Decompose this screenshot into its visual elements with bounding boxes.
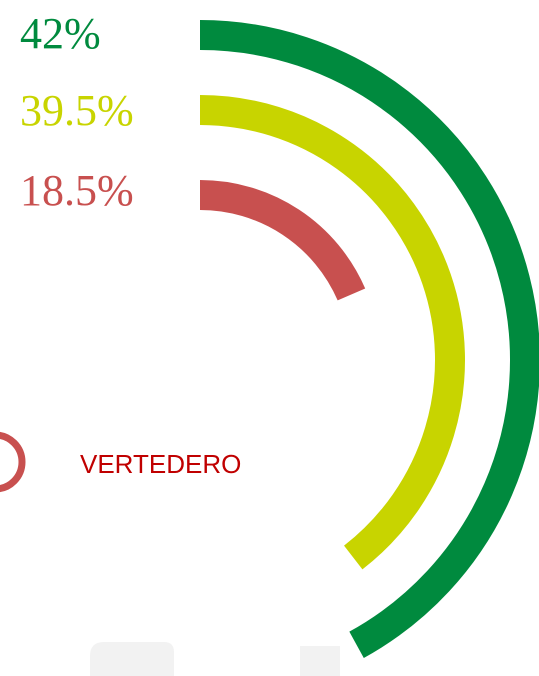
icon-ring — [0, 431, 26, 493]
value-label: 42% — [20, 9, 101, 58]
value-label: 39.5% — [20, 86, 134, 135]
arc-bar — [199, 20, 539, 658]
category-label: VERTEDERO — [80, 449, 241, 479]
icon-shape — [90, 642, 174, 676]
arc-bar — [199, 95, 465, 570]
arc-bar — [199, 180, 366, 301]
icon-shape — [300, 646, 340, 676]
value-label: 18.5% — [20, 166, 134, 215]
